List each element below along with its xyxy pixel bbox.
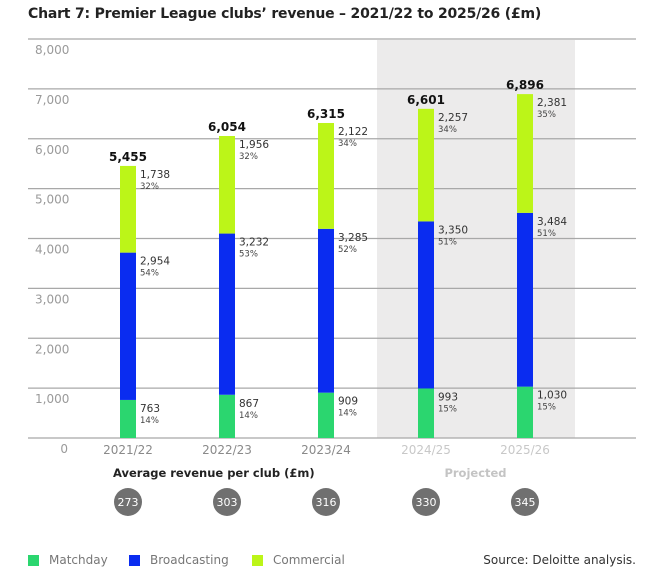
data-label-value: 2,954	[140, 256, 170, 268]
bar-broadcasting	[219, 233, 235, 395]
total-label: 6,601	[407, 93, 445, 107]
legend-label-matchday: Matchday	[49, 553, 108, 567]
y-tick-label: 1,000	[35, 392, 69, 406]
data-label-value: 1,030	[537, 390, 567, 402]
data-label-percent: 53%	[239, 250, 258, 260]
data-label-value: 3,232	[239, 237, 269, 249]
legend-label-commercial: Commercial	[273, 553, 345, 567]
data-label-value: 2,257	[438, 112, 468, 124]
avg-revenue-value: 345	[515, 496, 536, 509]
bar-commercial	[418, 108, 434, 222]
data-label-value: 763	[140, 403, 160, 415]
data-label-value: 1,738	[140, 169, 170, 181]
avg-revenue-badge	[114, 488, 142, 516]
total-label: 6,054	[208, 120, 246, 134]
y-tick-label: 2,000	[35, 342, 69, 356]
bar-commercial	[219, 136, 235, 234]
x-tick-label: 2023/24	[301, 443, 351, 457]
avg-revenue-badge	[213, 488, 241, 516]
legend-item-commercial: Commercial	[252, 553, 345, 567]
data-label-value: 3,484	[537, 216, 567, 228]
data-label-percent: 32%	[239, 152, 258, 162]
y-tick-label: 4,000	[35, 243, 69, 257]
data-label-percent: 15%	[438, 404, 457, 414]
avg-revenue-value: 330	[416, 496, 437, 509]
data-label-value: 3,285	[338, 232, 368, 244]
bar-commercial	[120, 165, 136, 253]
legend-item-matchday: Matchday	[28, 553, 108, 567]
bar-matchday	[517, 386, 533, 438]
data-label-value: 2,381	[537, 97, 567, 109]
total-label: 6,896	[506, 78, 544, 92]
data-label-percent: 34%	[438, 125, 457, 135]
legend-label-broadcasting: Broadcasting	[150, 553, 229, 567]
legend-swatch-commercial	[252, 554, 263, 566]
data-label-percent: 14%	[239, 411, 258, 421]
data-label-value: 867	[239, 398, 259, 410]
data-label-percent: 51%	[537, 229, 556, 239]
bar-broadcasting	[517, 212, 533, 387]
bar-broadcasting	[418, 221, 434, 389]
data-label-percent: 15%	[537, 403, 556, 413]
x-tick-label: 2022/23	[202, 443, 252, 457]
x-tick-label: 2021/22	[103, 443, 153, 457]
y-tick-label: 3,000	[35, 292, 69, 306]
bar-matchday	[120, 399, 136, 438]
total-label: 6,315	[307, 107, 345, 121]
data-label-percent: 51%	[438, 237, 457, 247]
avg-revenue-value: 273	[118, 496, 139, 509]
bar-matchday	[418, 388, 434, 438]
avg-revenue-title: Average revenue per club (£m)	[113, 466, 315, 480]
data-label-percent: 35%	[537, 110, 556, 120]
data-label-percent: 32%	[140, 182, 159, 192]
x-tick-label: 2025/26	[500, 443, 550, 457]
data-label-value: 993	[438, 391, 458, 403]
chart-plot: 0 1,000 2,000 3,000 4,000 5,000 6,000 7,000 8,00…	[28, 38, 636, 516]
bar-commercial	[318, 122, 334, 229]
y-tick-label: 8,000	[35, 43, 69, 57]
avg-revenue-badge	[312, 488, 340, 516]
data-label-percent: 52%	[338, 245, 357, 255]
source-note: Source: Deloitte analysis.	[483, 553, 636, 567]
data-label-value: 3,350	[438, 224, 468, 236]
data-label-percent: 54%	[140, 269, 159, 279]
avg-revenue-badge	[412, 488, 440, 516]
x-tick-label: 2024/25	[401, 443, 451, 457]
total-label: 5,455	[109, 150, 147, 164]
legend-swatch-broadcasting	[129, 554, 140, 566]
data-label-percent: 14%	[140, 416, 159, 426]
bar-broadcasting	[120, 252, 136, 400]
y-tick-label: 6,000	[35, 143, 69, 157]
data-label-percent: 34%	[338, 139, 357, 149]
projected-label: Projected	[444, 466, 506, 480]
chart-title: Chart 7: Premier League clubs’ revenue –…	[28, 6, 542, 22]
avg-revenue-value: 316	[316, 496, 337, 509]
data-label-value: 1,956	[239, 139, 269, 151]
y-tick-label: 5,000	[35, 193, 69, 207]
avg-revenue-badge	[511, 488, 539, 516]
bar-broadcasting	[318, 228, 334, 393]
avg-revenue-value: 303	[217, 496, 238, 509]
legend-item-broadcasting: Broadcasting	[129, 553, 229, 567]
legend-swatch-matchday	[28, 554, 39, 566]
bar-matchday	[219, 394, 235, 438]
data-label-percent: 14%	[338, 409, 357, 419]
bar-commercial	[517, 94, 533, 213]
y-tick-label: 7,000	[35, 93, 69, 107]
data-label-value: 2,122	[338, 126, 368, 138]
bar-matchday	[318, 392, 334, 438]
y-tick-label: 0	[60, 442, 68, 456]
data-label-value: 909	[338, 396, 358, 408]
